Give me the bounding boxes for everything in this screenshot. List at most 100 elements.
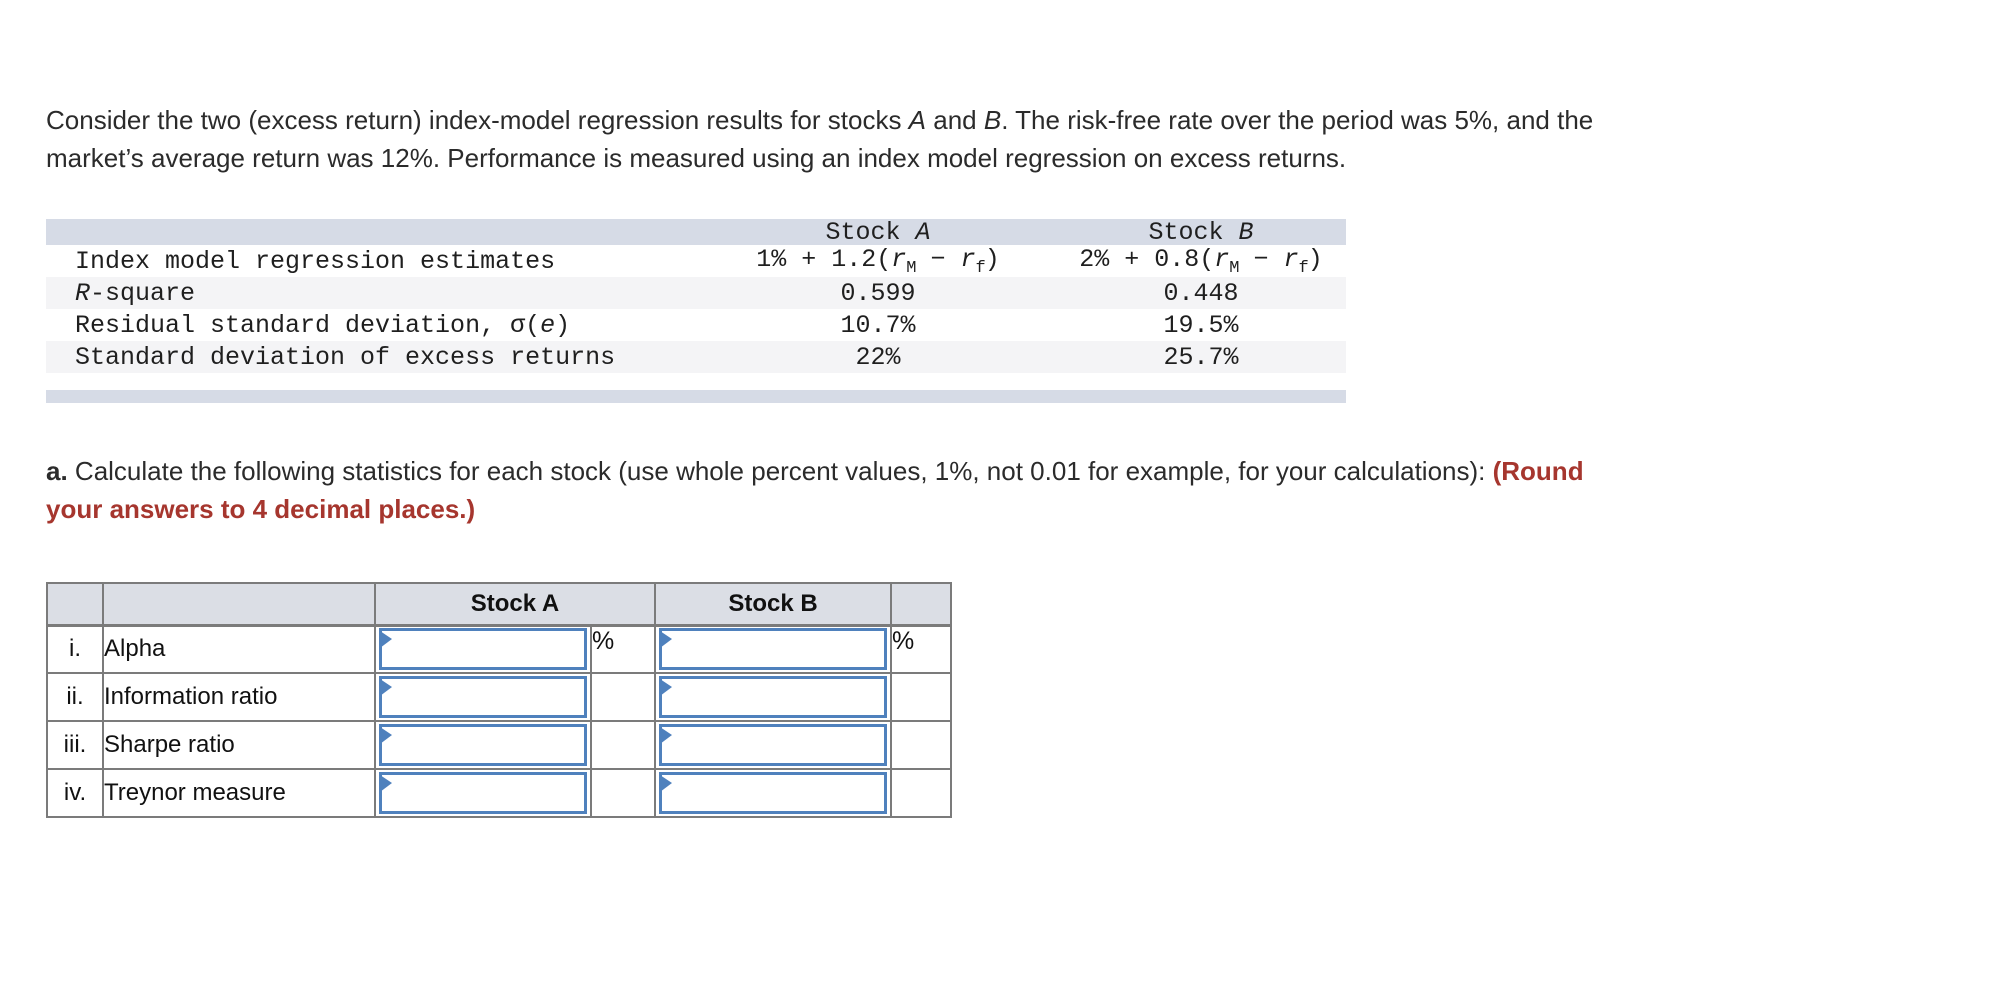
percent-sign: % — [590, 624, 656, 674]
information-ratio-stock-b-input[interactable] — [659, 676, 887, 718]
header-letter-a: A — [915, 217, 931, 247]
row-label: R-square — [46, 279, 700, 308]
treynor-measure-stock-a-input[interactable] — [379, 772, 587, 814]
formula-text: 1% + 1.2( — [756, 244, 892, 274]
row-label: Residual standard deviation, σ(e) — [46, 311, 700, 340]
formula-text: ) — [1307, 244, 1323, 274]
rsquare-stock-a-value: 0.599 — [840, 278, 916, 308]
sharpe-ratio-stock-b-input[interactable] — [659, 724, 887, 766]
results-footer-band — [46, 390, 1346, 403]
answer-header-empty-label — [102, 582, 376, 627]
information-ratio-stock-a-cell — [374, 672, 592, 722]
row-number: iii. — [46, 720, 104, 770]
statement-text: Consider the two (excess return) index-m… — [46, 105, 909, 135]
input-wrap — [656, 627, 890, 671]
stock-b-italic: B — [983, 105, 1002, 135]
question-page: Consider the two (excess return) index-m… — [46, 101, 2012, 818]
unit-cell-empty — [890, 720, 952, 770]
header-word: Stock — [825, 217, 916, 247]
treynor-measure-stock-b-cell — [654, 768, 892, 818]
instruction-text: Calculate the following statistics for e… — [67, 456, 1493, 486]
label-text: ) — [555, 310, 571, 340]
sharpe-ratio-stock-a-cell — [374, 720, 592, 770]
answer-header-empty-num — [46, 582, 104, 627]
label-e-italic: e — [540, 310, 556, 340]
label-text: Residual standard deviation, σ( — [75, 310, 541, 340]
input-wrap — [376, 627, 590, 671]
formula-sub-f: f — [1298, 258, 1309, 278]
information-ratio-stock-a-input[interactable] — [379, 676, 587, 718]
row-number: ii. — [46, 672, 104, 722]
results-row-regression-estimates: Index model regression estimates 1% + 1.… — [46, 244, 1346, 278]
round-note-start: (Round — [1492, 456, 1584, 486]
formula-text: 2% + 0.8( — [1079, 244, 1215, 274]
percent-sign: % — [890, 624, 952, 674]
label-r-italic: R — [75, 278, 91, 308]
input-wrap — [376, 723, 590, 767]
residual-stock-a-value: 10.7% — [840, 310, 916, 340]
formula-sub-f: f — [975, 258, 986, 278]
information-ratio-stock-b-cell — [654, 672, 892, 722]
row-number: i. — [46, 624, 104, 674]
unit-cell-empty — [590, 768, 656, 818]
formula-r: r — [1283, 244, 1299, 274]
row-label-treynor-measure: Treynor measure — [102, 768, 376, 818]
answer-header-stock-b: Stock B — [654, 582, 892, 627]
regression-formula-stock-b: 2% + 0.8(rM − rf) — [1056, 245, 1346, 278]
part-a-label: a. — [46, 456, 68, 486]
unit-cell-empty — [590, 672, 656, 722]
sharpe-ratio-stock-a-input[interactable] — [379, 724, 587, 766]
header-word: Stock — [1148, 217, 1239, 247]
formula-sub-m: M — [906, 258, 916, 278]
answer-header-row: Stock A Stock B — [46, 582, 952, 627]
alpha-stock-a-cell — [374, 624, 592, 674]
results-row-excess-stddev: Standard deviation of excess returns 22%… — [46, 341, 1346, 373]
formula-text: ) — [984, 244, 1000, 274]
regression-results-table: Stock A Stock B Index model regression e… — [46, 217, 1346, 403]
residual-stock-b-value: 19.5% — [1163, 310, 1239, 340]
row-label-alpha: Alpha — [102, 624, 376, 674]
formula-text: − — [1238, 244, 1284, 274]
stddev-stock-a-value: 22% — [855, 342, 901, 372]
row-label: Standard deviation of excess returns — [75, 342, 616, 372]
problem-statement-line1: Consider the two (excess return) index-m… — [46, 101, 2012, 139]
alpha-stock-a-input[interactable] — [379, 628, 587, 671]
treynor-measure-stock-a-cell — [374, 768, 592, 818]
label-text: -square — [90, 278, 196, 308]
formula-text: − — [915, 244, 961, 274]
input-wrap — [376, 675, 590, 719]
row-label-sharpe-ratio: Sharpe ratio — [102, 720, 376, 770]
row-number: iv. — [46, 768, 104, 818]
formula-sub-m: M — [1229, 258, 1239, 278]
results-header-stock-b: Stock B — [1056, 218, 1346, 247]
row-label-information-ratio: Information ratio — [102, 672, 376, 722]
alpha-stock-b-cell — [654, 624, 892, 674]
statement-text: . The risk-free rate over the period was… — [1001, 105, 1594, 135]
formula-r: r — [891, 244, 907, 274]
formula-r: r — [1214, 244, 1230, 274]
alpha-stock-b-input[interactable] — [659, 628, 887, 671]
input-wrap — [656, 675, 890, 719]
input-wrap — [376, 771, 590, 815]
unit-cell-empty — [890, 768, 952, 818]
unit-cell-empty — [890, 672, 952, 722]
table-row-treynor-measure: iv. Treynor measure — [46, 768, 952, 818]
part-a-instruction: a. Calculate the following statistics fo… — [46, 452, 2012, 528]
table-row-sharpe-ratio: iii. Sharpe ratio — [46, 720, 952, 770]
results-header-band: Stock A Stock B — [46, 217, 1346, 247]
results-row-residual-stddev: Residual standard deviation, σ(e) 10.7% … — [46, 309, 1346, 341]
formula-r: r — [960, 244, 976, 274]
sharpe-ratio-stock-b-cell — [654, 720, 892, 770]
results-row-rsquare: R-square 0.599 0.448 — [46, 277, 1346, 309]
instruction-line1: a. Calculate the following statistics fo… — [46, 452, 2012, 490]
input-wrap — [656, 723, 890, 767]
treynor-measure-stock-b-input[interactable] — [659, 772, 887, 814]
header-letter-b: B — [1238, 217, 1254, 247]
table-row-information-ratio: ii. Information ratio — [46, 672, 952, 722]
round-note-end: your answers to 4 decimal places.) — [46, 494, 476, 524]
input-wrap — [656, 771, 890, 815]
stddev-stock-b-value: 25.7% — [1163, 342, 1239, 372]
row-label: Index model regression estimates — [75, 246, 556, 276]
unit-cell-empty — [590, 720, 656, 770]
problem-statement-line2: market’s average return was 12%. Perform… — [46, 143, 1347, 173]
